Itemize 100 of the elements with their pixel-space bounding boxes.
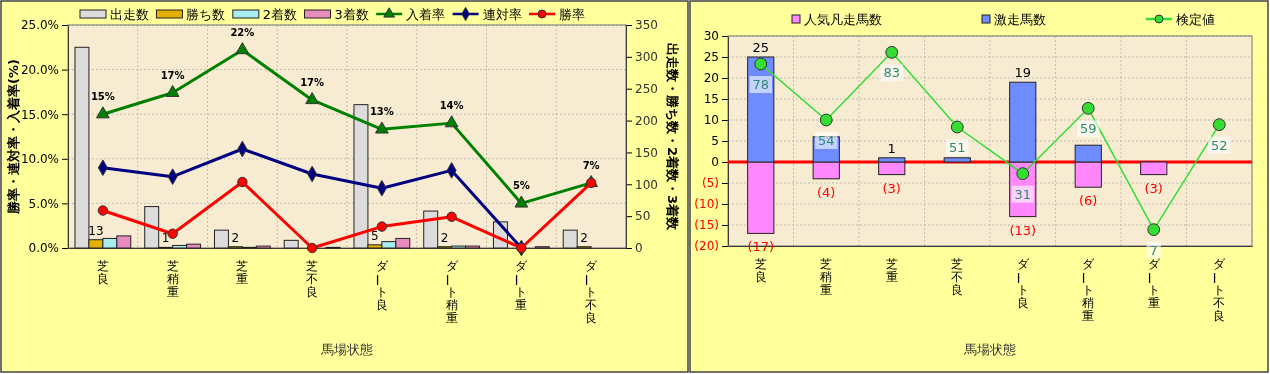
y-tick-label: 25 [703, 50, 719, 65]
x-tick-label: 芝重 [885, 257, 898, 284]
data-label: 78 [752, 77, 770, 92]
x-tick-label: ダート不良 [579, 259, 599, 325]
point [305, 92, 319, 105]
y2-tick-label: 200 [635, 113, 658, 128]
data-label: (3) [1144, 180, 1163, 196]
legend-label: 入着率 [406, 7, 446, 22]
x-tick-label: 芝重 [236, 259, 249, 286]
legend-label: 人気凡走馬数 [804, 12, 882, 27]
y-tick-label: (15) [694, 218, 719, 233]
y-tick-label: (5) [702, 176, 719, 191]
data-label: 7 [1149, 242, 1158, 258]
y2-tick-label: 0 [635, 241, 643, 256]
data-label: 19 [1014, 65, 1032, 81]
point [96, 106, 110, 119]
x-tick-label: ダート不良 [1207, 257, 1227, 323]
data-label: 31 [1014, 186, 1032, 202]
data-label: 17% [300, 76, 325, 88]
data-label: 59 [1079, 121, 1097, 137]
x-tick-label: 芝稍重 [166, 259, 179, 299]
point [754, 57, 768, 71]
data-label: 52 [1210, 137, 1228, 153]
y2-tick-label: 250 [635, 82, 658, 97]
y-tick-label: (20) [694, 239, 719, 254]
point [819, 113, 833, 127]
data-label: 7% [582, 159, 600, 171]
point [1147, 223, 1161, 237]
point [1016, 167, 1030, 181]
data-label: (4) [817, 184, 836, 200]
x-tick-label: 芝不良 [951, 257, 964, 297]
y-tick-label: 0.0% [28, 241, 59, 256]
bar [878, 161, 906, 176]
data-label: 2 [580, 230, 588, 245]
point [375, 121, 389, 134]
data-label: 83 [883, 65, 901, 81]
y2-tick-label: 150 [635, 145, 658, 160]
y2-tick-label: 300 [635, 50, 658, 65]
data-label: 5 [371, 228, 379, 243]
data-label: 13% [369, 106, 394, 118]
y-tick-label: 25.0% [20, 18, 59, 33]
data-label: 5% [512, 180, 530, 192]
point [444, 115, 459, 128]
data-label: 17% [160, 69, 185, 81]
y-tick-label: 30 [703, 29, 719, 44]
y-axis-title: 勝率・連対率・入着率(%) [6, 59, 21, 215]
point [950, 120, 964, 134]
y-tick-label: 10.0% [20, 152, 59, 167]
legend-label: 3着数 [334, 7, 369, 22]
point [885, 45, 899, 59]
data-label: (3) [882, 180, 901, 196]
data-label: 13 [88, 223, 104, 238]
data-label: 22% [230, 26, 255, 38]
x-tick-label: ダート稍重 [439, 259, 459, 325]
data-label: 14% [439, 100, 464, 112]
legend-label: 連対率 [482, 7, 522, 22]
point [235, 42, 250, 55]
point [237, 176, 248, 188]
x-tick-label: ダート良 [369, 259, 389, 312]
x-tick-label: 芝良 [754, 257, 767, 284]
legend-label: 激走馬数 [994, 12, 1046, 27]
point [306, 242, 318, 254]
data-label: 1 [887, 140, 896, 156]
data-label: (13) [1009, 222, 1037, 238]
point [1081, 101, 1095, 115]
y-tick-label: (10) [694, 197, 719, 212]
data-label: 1 [161, 231, 170, 246]
y-tick-label: 20.0% [20, 62, 59, 77]
y-tick-label: 15.0% [20, 107, 59, 122]
point [514, 195, 529, 208]
y2-tick-label: 350 [635, 18, 658, 33]
bar [1140, 161, 1168, 176]
y-tick-label: 5.0% [28, 196, 59, 211]
y2-tick-label: 50 [635, 209, 651, 224]
x-tick-label: ダート良 [1010, 257, 1030, 310]
data-label: 54 [817, 133, 835, 148]
point [167, 228, 178, 239]
x-tick-label: ダート重 [509, 259, 529, 312]
point [97, 205, 109, 216]
y-tick-label: 5 [711, 134, 719, 149]
legend-label: 検定値 [1176, 12, 1215, 27]
y2-tick-label: 100 [635, 177, 658, 192]
y-tick-label: 10 [703, 113, 719, 128]
x-axis-title: 馬場状態 [320, 342, 373, 357]
x-tick-label: 芝稍重 [820, 257, 833, 297]
point [165, 84, 180, 97]
legend-label: 出走数 [110, 7, 149, 22]
x-tick-label: 芝良 [96, 259, 109, 286]
point [1212, 118, 1226, 132]
data-label: 2 [231, 230, 240, 245]
data-label: 2 [440, 230, 449, 245]
x-tick-label: ダート重 [1141, 257, 1161, 310]
legend-label: 勝ち数 [186, 7, 226, 22]
data-label: 15% [90, 91, 115, 103]
y-tick-label: 0 [711, 155, 719, 170]
legend-label: 勝率 [559, 7, 585, 22]
data-label: (6) [1079, 193, 1098, 209]
legend-label: 2着数 [262, 7, 298, 22]
y2-axis-title: 出走数・勝ち数・2着数・3着数 [665, 42, 680, 232]
point [446, 211, 457, 222]
